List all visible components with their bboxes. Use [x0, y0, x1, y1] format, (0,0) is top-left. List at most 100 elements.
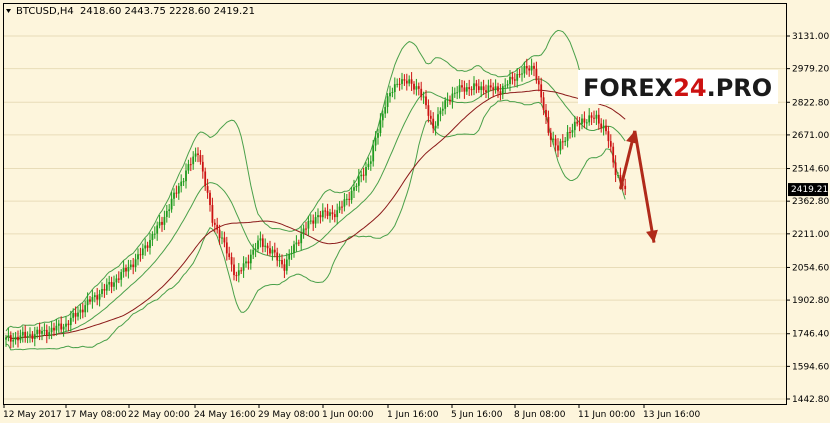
candle-body — [211, 205, 214, 223]
candle-body — [300, 233, 303, 244]
grid-lines — [4, 35, 786, 400]
candle-body — [453, 92, 456, 94]
candle-body — [530, 65, 533, 71]
watermark-part-2: 24 — [673, 74, 706, 102]
candle-body — [360, 174, 363, 177]
candle-body — [67, 323, 70, 326]
candle-body — [614, 162, 617, 175]
candle-body — [499, 91, 502, 95]
candle-body — [386, 96, 389, 107]
candle-body — [204, 171, 207, 187]
candle-body — [542, 97, 545, 110]
candle-body — [72, 312, 75, 318]
candle-body — [41, 331, 43, 334]
candle-body — [199, 155, 202, 162]
candle-body — [576, 121, 579, 124]
x-tick-label: 1 Jun 00:00 — [322, 410, 374, 420]
candle-body — [569, 131, 571, 133]
candle-body — [535, 68, 538, 81]
candle-body — [165, 210, 168, 217]
candle-body — [201, 161, 204, 172]
y-tick-label: 2822.80 — [792, 98, 829, 108]
candle-body — [473, 83, 475, 90]
candle-body — [408, 79, 411, 84]
candle-body — [57, 323, 60, 326]
candle-body — [168, 209, 171, 211]
candle-body — [213, 222, 216, 225]
candle-body — [302, 228, 305, 234]
candle-body — [115, 278, 118, 283]
candle-body — [372, 145, 375, 162]
candle-body — [91, 297, 94, 302]
candle-body — [513, 79, 516, 81]
moving-average — [5, 89, 626, 340]
last-price-label: 2419.21 — [791, 185, 828, 195]
y-tick-label: 1594.60 — [792, 362, 829, 372]
candle-body — [271, 249, 274, 254]
candle-body — [5, 337, 7, 340]
candle-body — [537, 80, 540, 85]
candle-body — [547, 116, 550, 133]
candle-body — [336, 210, 339, 218]
candle-body — [446, 99, 449, 101]
candle-body — [17, 336, 19, 341]
candle-body — [362, 174, 365, 176]
y-tick-label: 1746.40 — [792, 330, 829, 340]
candle-body — [113, 282, 115, 287]
band-upper — [5, 29, 626, 332]
candle-body — [194, 153, 197, 157]
candle-body — [413, 83, 415, 90]
candle-body — [528, 68, 531, 71]
last-price-marker: 2419.21 — [788, 183, 828, 197]
candle-body — [276, 252, 279, 261]
candle-body — [132, 264, 135, 267]
candle-body — [89, 299, 91, 302]
candle-body — [451, 93, 454, 102]
candle-body — [240, 270, 243, 272]
candle-body — [261, 238, 264, 247]
candle-body — [403, 79, 406, 81]
candle-body — [573, 121, 576, 131]
candle-body — [319, 215, 322, 218]
candle-body — [545, 109, 547, 117]
y-tick-label: 2979.20 — [792, 65, 829, 75]
candle-body — [393, 84, 396, 93]
candle-body — [117, 278, 120, 280]
candle-body — [96, 295, 99, 300]
candle-body — [53, 327, 55, 331]
x-tick-label: 11 Jun 00:00 — [578, 410, 635, 420]
candle-body — [209, 192, 211, 206]
candle-body — [609, 141, 612, 147]
candle-body — [444, 100, 447, 109]
candle-body — [475, 83, 478, 87]
candle-body — [105, 284, 108, 291]
candle-body — [401, 79, 403, 84]
candle-body — [93, 295, 96, 298]
candle-body — [120, 272, 123, 280]
candle-body — [163, 216, 166, 225]
candle-body — [283, 264, 286, 271]
candle-body — [559, 141, 562, 151]
y-tick-label: 2054.60 — [792, 263, 829, 273]
candlesticks — [5, 58, 627, 349]
candle-body — [516, 74, 519, 81]
candle-body — [355, 185, 358, 188]
candle-body — [341, 206, 343, 208]
candle-body — [108, 281, 111, 285]
candle-body — [533, 65, 535, 69]
candle-body — [619, 174, 622, 183]
watermark-background — [578, 70, 778, 104]
candle-body — [590, 115, 593, 118]
candle-body — [257, 240, 259, 250]
candle-body — [449, 99, 451, 102]
candle-body — [585, 122, 588, 124]
ohlc-values: 2418.60 2443.75 2228.60 2419.21 — [80, 6, 255, 17]
candle-body — [21, 331, 24, 336]
candle-body — [458, 85, 461, 93]
candle-body — [50, 327, 53, 333]
candle-body — [153, 233, 156, 235]
candle-body — [343, 199, 346, 207]
x-tick-label: 13 Jun 16:00 — [643, 410, 700, 420]
candle-body — [228, 253, 231, 258]
candle-body — [415, 86, 418, 90]
